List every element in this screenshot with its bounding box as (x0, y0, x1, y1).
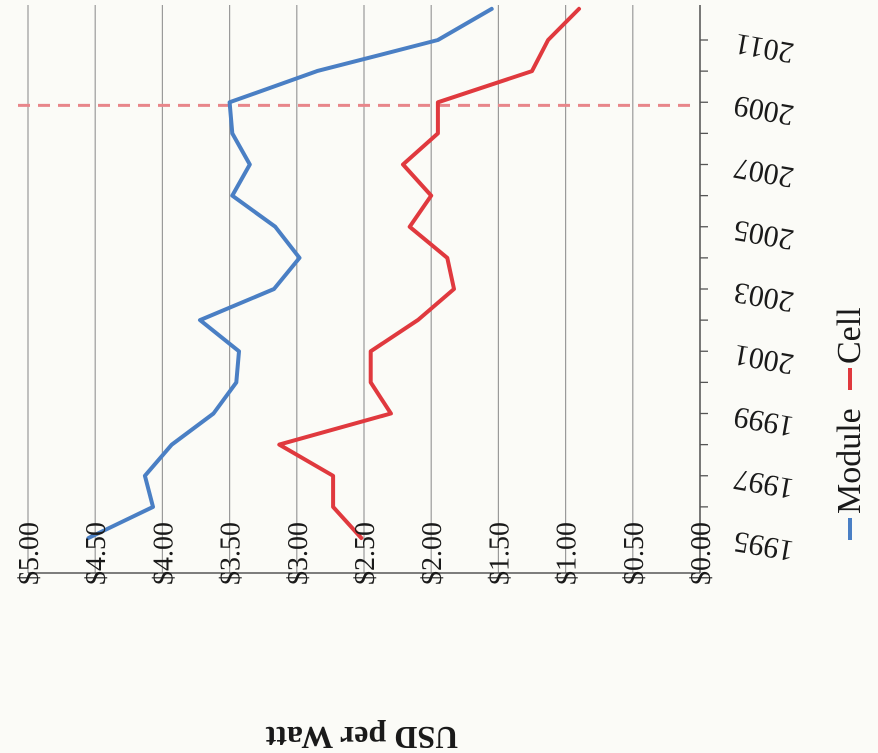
x-tick-label: 2009 (731, 89, 796, 132)
legend-group: Module Cell (831, 307, 868, 540)
gridlines (28, 5, 700, 573)
x-tick-label: 1997 (731, 462, 796, 505)
x-tick-label: 1995 (731, 525, 796, 568)
y-tick-label: $1.50 (484, 522, 515, 585)
legend-label-cell: Cell (831, 307, 868, 364)
x-tick-label: 2001 (731, 338, 796, 381)
legend-label-module: Module (831, 408, 868, 514)
x-tick-label: 2005 (731, 213, 796, 256)
axes (28, 5, 708, 573)
series-line-cell (279, 9, 579, 538)
x-tick-label: 2007 (731, 151, 796, 194)
y-tick-label: $4.50 (81, 522, 112, 585)
y-tick-label: $4.00 (148, 522, 179, 585)
y-tick-label: $3.00 (283, 522, 314, 585)
x-tick-label: 2003 (731, 276, 796, 319)
x-tick-labels: 1995 1997 1999 2001 2003 2005 2007 2009 2011 (731, 27, 796, 568)
x-tick-label: 1999 (731, 400, 796, 443)
y-tick-label: $3.50 (216, 522, 247, 585)
y-tick-label: $0.00 (686, 522, 717, 585)
y-tick-label: $1.00 (552, 522, 583, 585)
legend: Module Cell (831, 307, 868, 540)
y-axis-title: USD per Watt (265, 720, 458, 753)
y-tick-labels: $5.00 $4.50 $4.00 $3.50 $3.00 $2.50 $2.00 $1.50… (14, 522, 717, 585)
y-tick-label: $5.00 (14, 522, 45, 585)
y-tick-label: $0.50 (619, 522, 650, 585)
y-tick-label: $2.00 (417, 522, 448, 585)
y-tick-label: $2.50 (350, 522, 381, 585)
x-tick-label: 2011 (732, 27, 796, 70)
